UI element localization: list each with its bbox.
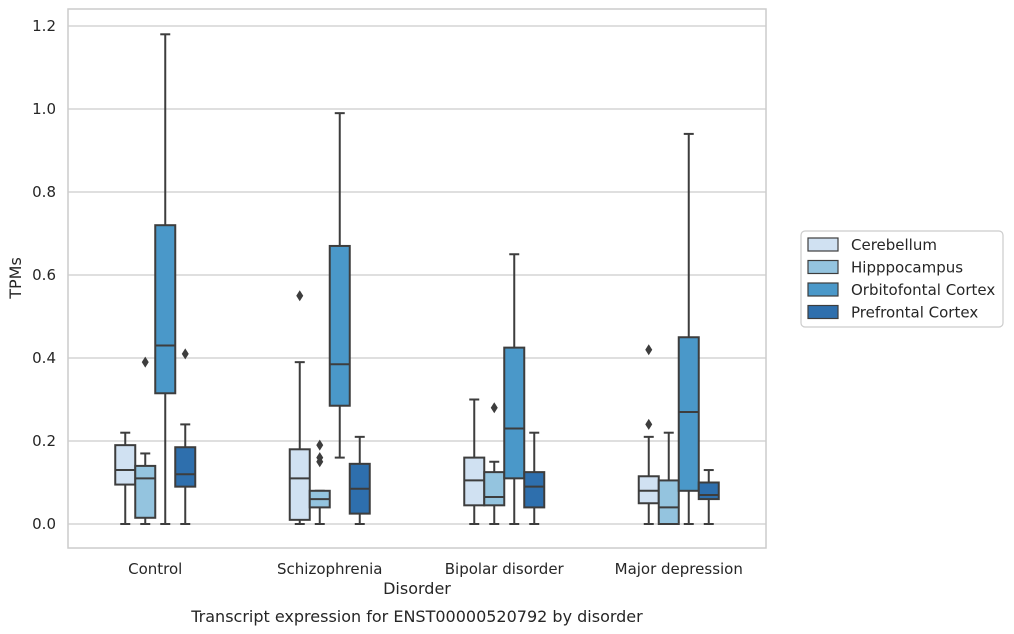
x-tick-label: Bipolar disorder	[445, 560, 565, 578]
y-axis-title: TPMs	[6, 257, 25, 300]
box-iqr	[134, 464, 157, 519]
box-orbitofontal-cortex	[328, 112, 351, 459]
box-cerebellum	[288, 290, 311, 525]
plot-border	[67, 8, 767, 549]
outlier-point	[141, 356, 149, 368]
y-tick-label: 1.2	[32, 17, 56, 35]
outlier-point	[645, 418, 653, 430]
box-iqr	[697, 481, 720, 501]
box-iqr	[463, 456, 486, 507]
box-cerebellum	[114, 431, 137, 525]
legend-label: Cerebellum	[851, 236, 937, 254]
x-axis-title: Disorder	[383, 579, 451, 598]
y-axis-ticks: 0.0 0.2 0.4 0.6 0.8 1.0 1.2	[32, 17, 56, 533]
box-hipppocampus	[483, 402, 506, 525]
box-orbitofontal-cortex	[677, 132, 700, 525]
box-plot-area	[114, 33, 720, 525]
legend-label: Orbitofontal Cortex	[851, 281, 995, 299]
box-iqr	[288, 448, 311, 521]
outlier-point	[296, 290, 304, 302]
box-prefrontal-cortex	[348, 435, 371, 525]
legend-label: Prefrontal Cortex	[851, 304, 978, 322]
legend-swatch	[807, 282, 839, 297]
x-tick-label: Major depression	[615, 560, 743, 578]
x-tick-label: Control	[128, 560, 182, 578]
outlier-point	[645, 344, 653, 356]
legend: Cerebellum Hipppocampus Orbitofontal Corte…	[800, 230, 1004, 328]
box-iqr	[154, 224, 177, 395]
outlier-point	[316, 439, 324, 451]
legend-swatch	[807, 259, 839, 275]
box-iqr	[114, 444, 137, 486]
y-tick-label: 1.0	[32, 100, 56, 118]
x-axis-ticks: Control Schizophrenia Bipolar disorder Majo…	[128, 560, 743, 578]
box-iqr	[523, 471, 546, 509]
box-prefrontal-cortex	[174, 348, 197, 525]
box-iqr	[677, 336, 700, 492]
legend-label: Hipppocampus	[851, 259, 963, 277]
plot-frame	[67, 8, 767, 549]
box-iqr	[637, 475, 660, 505]
chart-caption: Transcript expression for ENST0000052079…	[190, 607, 643, 626]
legend-swatch	[807, 304, 839, 320]
y-tick-label: 0.4	[32, 349, 56, 367]
box-cerebellum	[637, 344, 660, 525]
box-iqr	[174, 446, 197, 488]
box-iqr	[503, 346, 526, 480]
box-iqr	[328, 244, 351, 407]
box-hipppocampus	[308, 439, 331, 525]
box-hipppocampus	[134, 356, 157, 525]
box-orbitofontal-cortex	[154, 33, 177, 525]
box-prefrontal-cortex	[697, 469, 720, 525]
box-iqr	[657, 479, 680, 525]
y-tick-label: 0.6	[32, 266, 56, 284]
outlier-point	[316, 452, 324, 464]
x-tick-label: Schizophrenia	[277, 560, 382, 578]
legend-box	[800, 230, 1004, 328]
legend-swatch	[807, 237, 839, 252]
box-prefrontal-cortex	[523, 431, 546, 525]
outlier-point	[181, 348, 189, 360]
y-tick-label: 0.8	[32, 183, 56, 201]
y-tick-label: 0.0	[32, 515, 56, 533]
box-orbitofontal-cortex	[503, 253, 526, 525]
y-tick-label: 0.2	[32, 432, 56, 450]
box-hipppocampus	[657, 431, 680, 525]
box-iqr	[483, 471, 506, 507]
outlier-point	[490, 402, 498, 414]
box-cerebellum	[463, 398, 486, 525]
